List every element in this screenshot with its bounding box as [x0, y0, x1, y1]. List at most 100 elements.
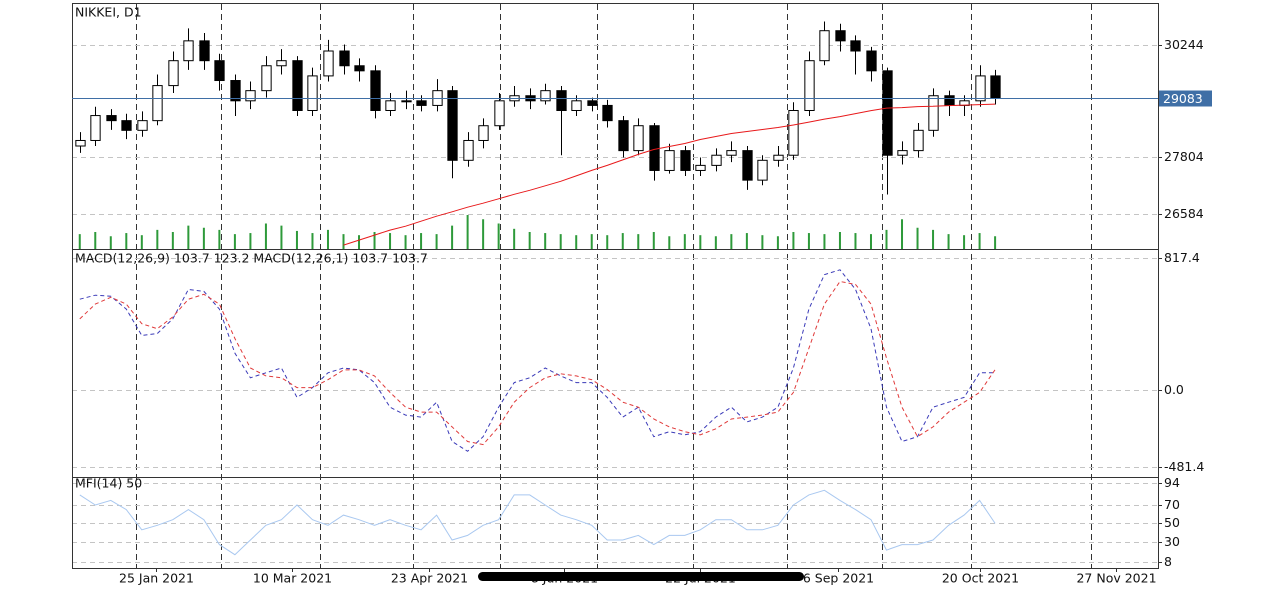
volume-bar	[326, 229, 329, 249]
volume-bar	[140, 235, 143, 249]
chart-title: NIKKEI, D1	[75, 5, 142, 20]
volume-bar	[233, 234, 236, 249]
volume-bar	[838, 232, 841, 249]
volume-bar	[621, 233, 624, 249]
candle-body	[587, 100, 598, 106]
candle-body	[152, 85, 163, 122]
volume-bar	[482, 219, 485, 249]
candle-body	[649, 125, 660, 171]
volume-bar	[683, 234, 686, 249]
candle-body	[261, 65, 272, 92]
x-tick-label: 6 Sep 2021	[803, 571, 874, 586]
volume-bar	[699, 235, 702, 249]
volume-bar	[187, 225, 190, 249]
volume-bar	[156, 229, 159, 249]
candle-body	[556, 90, 567, 111]
volume-bar	[947, 234, 950, 249]
volume-bar	[776, 236, 779, 249]
volume-bar	[451, 225, 454, 249]
candle-body	[804, 60, 815, 111]
volume-bar	[420, 233, 423, 249]
volume-bar	[761, 235, 764, 249]
volume-bar	[869, 234, 872, 249]
volume-bar	[606, 235, 609, 249]
y-tick-label: 50	[1164, 515, 1180, 530]
volume-bar	[745, 233, 748, 249]
volume-bar	[109, 236, 112, 249]
volume-bar	[901, 219, 904, 249]
volume-bar	[202, 227, 205, 249]
volume-bar	[807, 233, 810, 249]
candle-body	[339, 50, 350, 67]
y-tick-label: 8	[1164, 554, 1172, 569]
y-tick-label: 27804	[1164, 149, 1204, 164]
candle-body	[633, 125, 644, 152]
volume-bar	[559, 234, 562, 249]
x-tick-label: 20 Oct 2021	[942, 571, 1019, 586]
volume-bar	[513, 228, 516, 249]
volume-bar	[544, 233, 547, 249]
volume-bar	[590, 234, 593, 249]
candle-body	[199, 40, 210, 62]
x-tick-label: 27 Nov 2021	[1076, 571, 1156, 586]
y-tick-label: 70	[1164, 497, 1180, 512]
candle-body	[726, 150, 737, 156]
candle-body	[183, 40, 194, 62]
volume-bar	[885, 229, 888, 249]
candle-body	[214, 60, 225, 82]
candle-body	[695, 164, 706, 171]
volume-bar	[994, 236, 997, 249]
volume-bar	[916, 227, 919, 249]
volume-bar	[730, 234, 733, 249]
candle-body	[354, 65, 365, 72]
candle-body	[990, 75, 1001, 99]
candle-body	[137, 120, 148, 131]
plot-layer	[72, 21, 1158, 563]
candle-body	[618, 120, 629, 152]
volume-bar	[358, 235, 361, 249]
candle-body	[276, 60, 287, 67]
y-tick-label: 817.4	[1164, 250, 1200, 265]
candle-body	[757, 159, 768, 181]
volume-bar	[963, 235, 966, 249]
candle-body	[75, 139, 86, 147]
volume-bar	[637, 234, 640, 249]
volume-bar	[249, 233, 252, 249]
volume-bar	[389, 233, 392, 249]
volume-bar	[792, 232, 795, 249]
candle-body	[370, 70, 381, 111]
candle-body	[944, 95, 955, 106]
indicator-title: MACD(12,26,9) 103.7 123.2 MACD(12,26,1) …	[75, 251, 428, 266]
x-tick-label: 25 Jan 2021	[119, 571, 194, 586]
volume-bar	[342, 234, 345, 249]
volume-bar	[497, 223, 500, 249]
volume-bar	[668, 236, 671, 249]
volume-bar	[171, 232, 174, 249]
overlay-layer: 26584 27804 30244 29083 -481.4 0.0 817.4 8 30 50 7…	[72, 37, 1212, 586]
volume-bar	[823, 234, 826, 249]
x-tick-label: 10 Mar 2021	[253, 571, 332, 586]
candle-body	[416, 100, 427, 106]
indicator-title: MFI(14) 50	[75, 476, 142, 491]
candle-body	[307, 75, 318, 111]
candle-body	[866, 50, 877, 72]
candle-body	[121, 120, 132, 131]
volume-bar	[78, 234, 81, 249]
candle-body	[230, 80, 241, 102]
candle-body	[913, 129, 924, 152]
volume-bar	[280, 225, 283, 249]
candle-body	[882, 70, 893, 156]
y-tick-label: 26584	[1164, 206, 1204, 221]
candle-body	[106, 115, 117, 122]
candle-body	[478, 125, 489, 141]
price-label: 29083	[1163, 91, 1203, 106]
volume-bar	[435, 234, 438, 249]
volume-bar	[466, 215, 469, 249]
volume-bar	[218, 229, 221, 249]
y-tick-label: 94	[1164, 475, 1180, 490]
candle-body	[819, 30, 830, 62]
candle-body	[323, 50, 334, 77]
volume-bar	[295, 230, 298, 249]
